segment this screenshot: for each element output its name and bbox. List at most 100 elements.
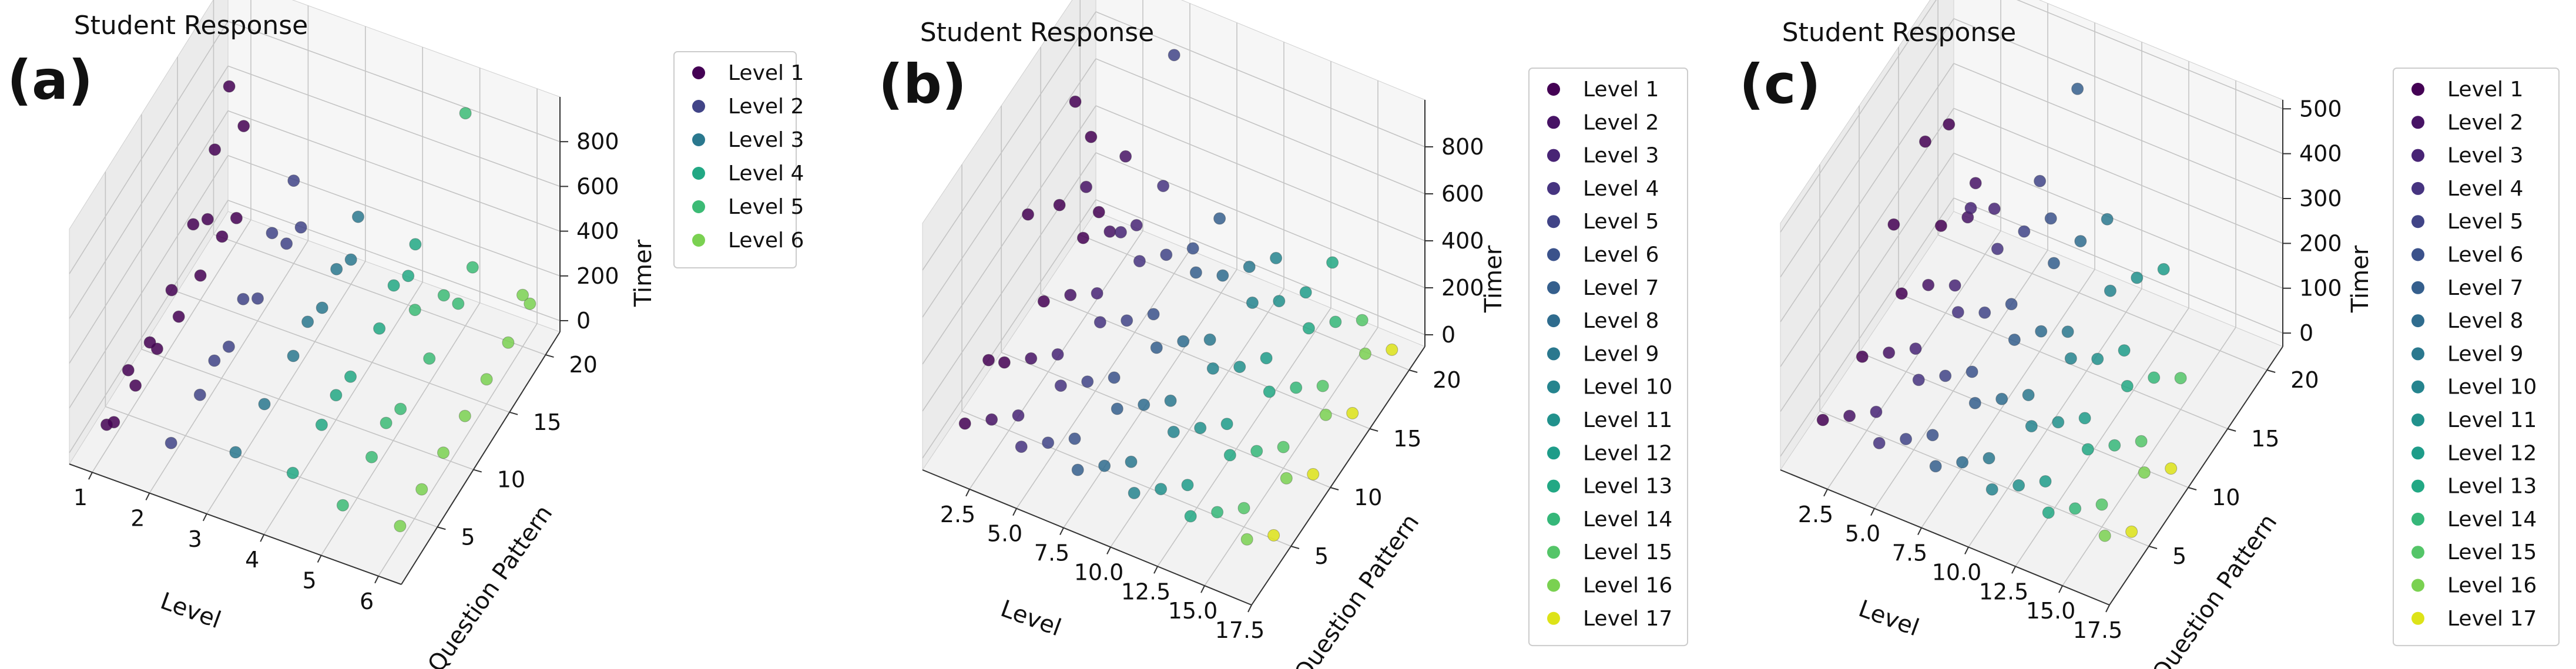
data-point bbox=[1948, 279, 1961, 292]
data-point bbox=[1051, 348, 1064, 361]
y-tick bbox=[1290, 546, 1300, 549]
data-point bbox=[2091, 352, 2104, 365]
data-point bbox=[2005, 298, 2018, 311]
data-point bbox=[1186, 242, 1199, 255]
legend-marker bbox=[2411, 446, 2424, 460]
x-gridline bbox=[320, 302, 481, 556]
x-gridline bbox=[1827, 230, 2001, 490]
data-point bbox=[201, 213, 214, 226]
legend-marker bbox=[1547, 347, 1560, 361]
legend-marker bbox=[2411, 413, 2424, 426]
data-point bbox=[2098, 529, 2111, 542]
data-point bbox=[373, 322, 386, 335]
data-point bbox=[1873, 436, 1886, 449]
legend-item: Level 1 bbox=[728, 61, 804, 85]
data-point bbox=[2022, 389, 2035, 401]
data-point bbox=[2039, 475, 2052, 488]
data-point bbox=[2121, 379, 2134, 392]
y-axis-line bbox=[401, 331, 561, 585]
x-tick-label: 5 bbox=[303, 568, 317, 594]
data-point bbox=[330, 389, 343, 402]
z-gridline bbox=[1780, 153, 1954, 412]
data-point bbox=[1094, 316, 1106, 329]
legend-marker bbox=[692, 167, 705, 180]
x-tick bbox=[1059, 527, 1064, 536]
x-axis-line bbox=[922, 469, 1252, 606]
legend-item: Level 4 bbox=[728, 162, 804, 186]
data-point bbox=[2174, 372, 2187, 385]
legend-item: Level 7 bbox=[2447, 276, 2523, 300]
y-gridline bbox=[1040, 293, 1370, 429]
data-point bbox=[1329, 315, 1342, 328]
y-axis-label: Question Pattern bbox=[2147, 509, 2282, 669]
data-point bbox=[1211, 506, 1224, 519]
data-point bbox=[423, 352, 436, 365]
legend-marker bbox=[1547, 116, 1560, 129]
data-point bbox=[1064, 288, 1077, 301]
data-point bbox=[1108, 371, 1121, 384]
y-axis-label: Question Pattern bbox=[1289, 509, 1424, 669]
data-point bbox=[452, 297, 465, 310]
y-gridline bbox=[177, 291, 510, 413]
data-point bbox=[1299, 286, 1312, 299]
y-tick-label: 15 bbox=[1393, 426, 1421, 452]
z-gridline bbox=[1095, 152, 1425, 288]
data-point bbox=[1969, 177, 1982, 190]
legend-marker bbox=[1547, 380, 1560, 394]
z-gridline bbox=[1780, 107, 1954, 367]
data-point bbox=[208, 354, 221, 367]
chart-panel-2: 2.55.07.510.012.515.017.5510152002004006… bbox=[878, 0, 1688, 669]
z-gridline bbox=[922, 11, 1096, 271]
data-point bbox=[1081, 375, 1094, 388]
y-gridline bbox=[1937, 234, 2268, 371]
data-point bbox=[1155, 483, 1168, 496]
x-tick-label: 2.5 bbox=[940, 502, 975, 527]
z-gridline bbox=[69, 110, 229, 364]
x-tick bbox=[374, 576, 379, 584]
z-tick-label: 800 bbox=[576, 129, 619, 154]
x-tick-label: 15.0 bbox=[2026, 598, 2076, 624]
data-point bbox=[1128, 486, 1141, 499]
legend-item: Level 10 bbox=[2447, 375, 2537, 399]
legend-item: Level 1 bbox=[2447, 78, 2523, 102]
data-point bbox=[1037, 295, 1050, 308]
data-point bbox=[1356, 314, 1368, 327]
y-tick-label: 10 bbox=[497, 467, 525, 493]
legend-item: Level 4 bbox=[2447, 177, 2523, 201]
data-point bbox=[1326, 256, 1339, 269]
x-tick-label: 10.0 bbox=[1932, 559, 1982, 585]
data-point bbox=[1816, 413, 1829, 426]
chart-panel-3: 2.55.07.510.012.515.017.5510152001002003… bbox=[1739, 0, 2560, 669]
data-point bbox=[237, 120, 250, 133]
x-gridline bbox=[1110, 288, 1284, 547]
data-point bbox=[1951, 306, 1964, 318]
data-point bbox=[287, 174, 300, 187]
chart-title: Student Response bbox=[74, 11, 308, 41]
data-point bbox=[1302, 322, 1315, 335]
data-point bbox=[1189, 266, 1202, 279]
x-tick bbox=[1823, 489, 1828, 497]
legend-marker bbox=[2411, 314, 2424, 328]
data-point bbox=[2138, 466, 2151, 479]
data-point bbox=[2095, 498, 2108, 511]
y-tick bbox=[1330, 487, 1339, 490]
data-point bbox=[1223, 449, 1236, 462]
legend-item: Level 17 bbox=[2447, 607, 2537, 631]
x-tick-label: 10.0 bbox=[1074, 559, 1124, 585]
x-tick-label: 5.0 bbox=[987, 521, 1022, 547]
x-tick-label: 3 bbox=[188, 526, 202, 552]
data-point bbox=[1181, 479, 1194, 492]
legend-item: Level 2 bbox=[2447, 110, 2523, 135]
x-tick-label: 15.0 bbox=[1168, 598, 1218, 624]
data-point bbox=[1985, 483, 1998, 496]
z-gridline bbox=[922, 58, 1096, 318]
data-point bbox=[193, 388, 206, 401]
y-gridline bbox=[961, 411, 1292, 547]
data-point bbox=[1319, 408, 1332, 421]
data-point bbox=[1111, 402, 1123, 415]
x-axis-label: Level bbox=[997, 595, 1065, 641]
data-point bbox=[2025, 420, 2038, 433]
data-point bbox=[394, 520, 407, 533]
y-tick-label: 5 bbox=[1314, 543, 1329, 569]
data-point bbox=[466, 261, 479, 274]
